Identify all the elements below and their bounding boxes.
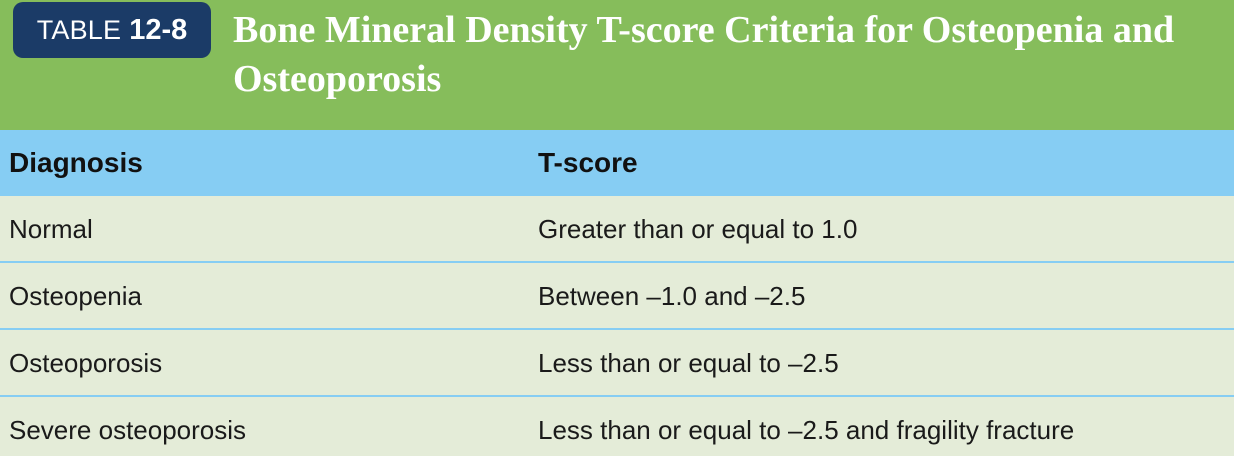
t-score-cell: Less than or equal to –2.5 and fragility… (538, 415, 1075, 445)
column-header-t-score: T-score (538, 147, 638, 178)
table-row: Normal Greater than or equal to 1.0 (0, 196, 1234, 263)
table-row: Osteoporosis Less than or equal to –2.5 (0, 330, 1234, 397)
column-header-diagnosis: Diagnosis (9, 147, 143, 178)
table-column-header-row: Diagnosis T-score (0, 130, 1234, 196)
t-score-cell: Between –1.0 and –2.5 (538, 281, 806, 311)
table-title: Bone Mineral Density T-score Criteria fo… (233, 9, 1175, 100)
diagnosis-cell: Osteoporosis (9, 348, 163, 378)
table-label-word: TABLE (36, 14, 122, 45)
diagnosis-cell: Severe osteoporosis (9, 415, 247, 445)
table-row: Osteopenia Between –1.0 and –2.5 (0, 263, 1234, 330)
diagnosis-cell: Osteopenia (9, 281, 142, 311)
table-title-band: TABLE 12-8 Bone Mineral Density T-score … (0, 0, 1234, 130)
table-label-badge: TABLE 12-8 (13, 2, 211, 58)
t-score-cell: Less than or equal to –2.5 (538, 348, 839, 378)
table-label-number: 12-8 (129, 13, 188, 46)
t-score-cell: Greater than or equal to 1.0 (538, 214, 858, 244)
table-row: Severe osteoporosis Less than or equal t… (0, 397, 1234, 456)
table-body (0, 196, 1234, 456)
diagnosis-cell: Normal (9, 214, 93, 244)
